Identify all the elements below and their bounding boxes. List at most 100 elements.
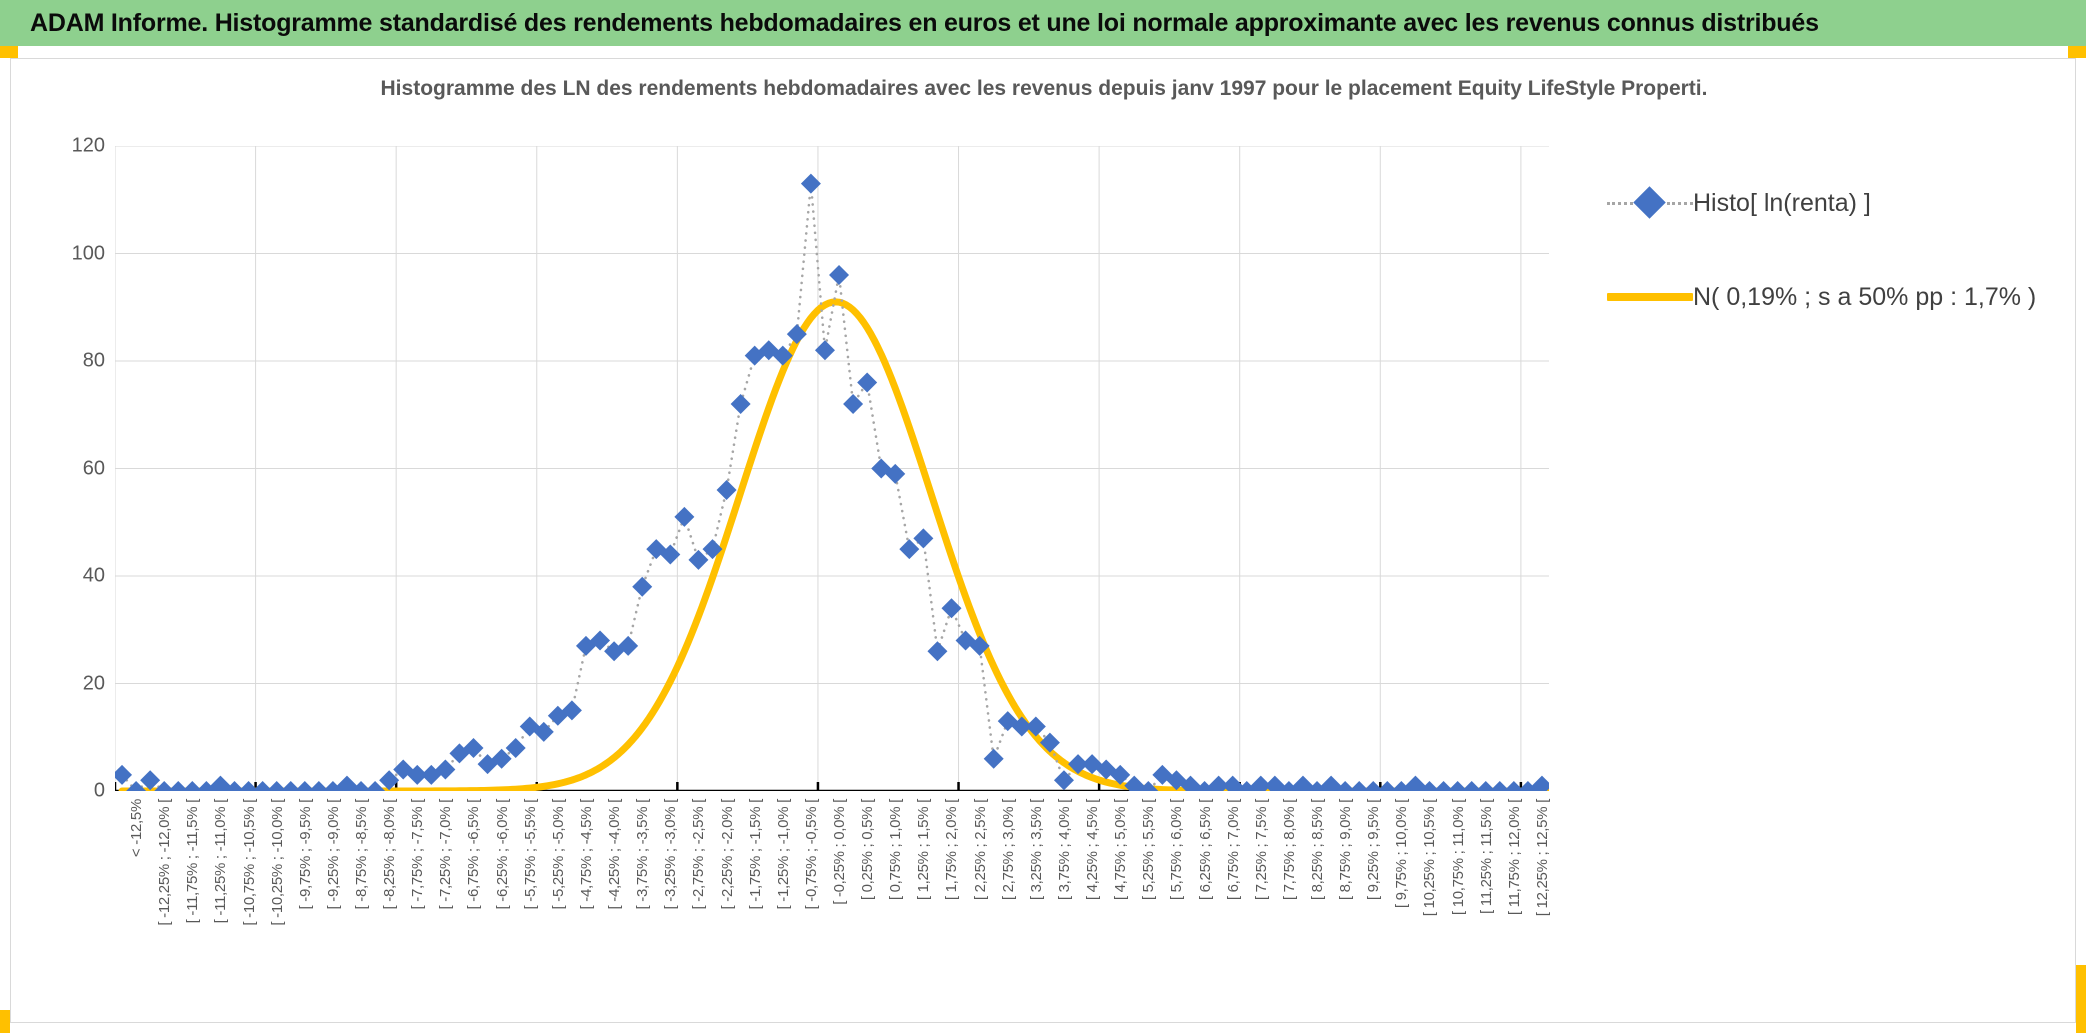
- data-point-marker[interactable]: [1138, 781, 1159, 791]
- data-point-marker[interactable]: [115, 764, 133, 785]
- data-point-marker[interactable]: [857, 372, 878, 393]
- data-point-marker[interactable]: [688, 549, 709, 570]
- x-axis-tick-label: [ 0,25% ; 0,5% [: [859, 799, 877, 901]
- data-point-marker[interactable]: [154, 781, 175, 791]
- accent-bar-right: [2068, 46, 2086, 58]
- data-point-marker[interactable]: [182, 781, 203, 791]
- data-point-marker[interactable]: [280, 781, 301, 791]
- data-point-marker[interactable]: [786, 324, 807, 345]
- data-point-marker[interactable]: [590, 630, 611, 651]
- data-point-marker[interactable]: [266, 781, 287, 791]
- data-point-marker[interactable]: [1489, 781, 1510, 791]
- y-axis-tick: 40: [82, 564, 105, 587]
- data-point-marker[interactable]: [1278, 781, 1299, 791]
- data-point-marker[interactable]: [604, 641, 625, 662]
- data-point-marker[interactable]: [238, 781, 259, 791]
- y-axis-tick: 80: [82, 349, 105, 372]
- x-axis-tick-label: [ -6,75% ; -6,5% [: [465, 799, 483, 910]
- data-point-marker[interactable]: [885, 463, 906, 484]
- data-point-marker[interactable]: [660, 544, 681, 565]
- data-point-marker[interactable]: [1264, 775, 1285, 791]
- data-point-marker[interactable]: [1349, 781, 1370, 791]
- data-point-marker[interactable]: [1222, 775, 1243, 791]
- data-point-marker[interactable]: [561, 700, 582, 721]
- data-point-marker[interactable]: [435, 759, 456, 780]
- data-point-marker[interactable]: [983, 748, 1004, 769]
- data-point-marker[interactable]: [1068, 754, 1089, 775]
- data-point-marker[interactable]: [1517, 781, 1538, 791]
- data-point-marker[interactable]: [1250, 775, 1271, 791]
- data-point-marker[interactable]: [1039, 732, 1060, 753]
- data-point-marker[interactable]: [407, 764, 428, 785]
- x-axis-tick-label: [ 3,75% ; 4,0% [: [1055, 799, 1073, 901]
- data-point-marker[interactable]: [252, 781, 273, 791]
- data-point-marker[interactable]: [379, 770, 400, 791]
- data-point-marker[interactable]: [1124, 775, 1145, 791]
- data-point-marker[interactable]: [505, 738, 526, 758]
- data-point-marker[interactable]: [210, 775, 231, 791]
- data-point-marker[interactable]: [1208, 775, 1229, 791]
- data-point-marker[interactable]: [294, 781, 315, 791]
- data-point-marker[interactable]: [1236, 781, 1257, 791]
- data-point-marker[interactable]: [800, 173, 821, 194]
- data-point-marker[interactable]: [491, 748, 512, 769]
- x-axis-tick-label: [ -6,25% ; -6,0% [: [493, 799, 511, 910]
- data-point-marker[interactable]: [716, 480, 737, 500]
- data-point-marker[interactable]: [224, 781, 245, 791]
- data-point-marker[interactable]: [1447, 781, 1468, 791]
- data-point-marker[interactable]: [1461, 781, 1482, 791]
- data-point-marker[interactable]: [1363, 781, 1384, 791]
- y-axis-tick: 120: [71, 134, 105, 157]
- data-point-marker[interactable]: [927, 641, 948, 662]
- data-point-marker[interactable]: [899, 539, 920, 560]
- y-axis-tick: 20: [82, 672, 105, 694]
- data-point-marker[interactable]: [463, 738, 484, 758]
- accent-bar-left: [0, 46, 18, 58]
- data-point-marker[interactable]: [1307, 781, 1328, 791]
- data-point-marker[interactable]: [843, 394, 864, 414]
- data-point-marker[interactable]: [140, 770, 161, 791]
- data-point-marker[interactable]: [1053, 770, 1074, 791]
- dotted-line-icon: [1667, 202, 1693, 205]
- data-point-marker[interactable]: [1292, 775, 1313, 791]
- x-axis-tick-label: [ 1,25% ; 1,5% [: [915, 799, 933, 901]
- data-point-marker[interactable]: [1475, 781, 1496, 791]
- data-point-marker[interactable]: [632, 576, 653, 597]
- data-point-marker[interactable]: [730, 394, 751, 414]
- legend-item-normal[interactable]: N( 0,19% ; s a 50% pp : 1,7% ): [1607, 271, 2067, 323]
- data-point-marker[interactable]: [702, 539, 723, 560]
- data-point-marker[interactable]: [1110, 764, 1131, 785]
- data-point-marker[interactable]: [1011, 716, 1032, 737]
- data-point-marker[interactable]: [308, 781, 329, 791]
- data-point-marker[interactable]: [1335, 781, 1356, 791]
- data-point-marker[interactable]: [674, 506, 695, 527]
- data-point-marker[interactable]: [196, 781, 217, 791]
- data-point-marker[interactable]: [1377, 781, 1398, 791]
- data-point-marker[interactable]: [322, 781, 343, 791]
- data-point-marker[interactable]: [941, 598, 962, 619]
- data-point-marker[interactable]: [336, 775, 357, 791]
- data-point-marker[interactable]: [814, 340, 835, 361]
- data-point-marker[interactable]: [1194, 781, 1215, 791]
- data-point-marker[interactable]: [618, 635, 639, 656]
- legend-key-histogram: [1607, 186, 1693, 219]
- data-point-marker[interactable]: [1405, 775, 1426, 791]
- data-point-marker[interactable]: [1419, 781, 1440, 791]
- data-point-marker[interactable]: [969, 635, 990, 656]
- data-point-marker[interactable]: [829, 265, 850, 285]
- data-point-marker[interactable]: [533, 721, 554, 742]
- data-point-marker[interactable]: [772, 345, 793, 366]
- data-point-marker[interactable]: [1531, 775, 1549, 791]
- data-point-marker[interactable]: [126, 781, 147, 791]
- data-point-marker[interactable]: [1503, 781, 1524, 791]
- data-point-marker[interactable]: [168, 781, 189, 791]
- data-point-marker[interactable]: [1391, 781, 1412, 791]
- data-point-marker[interactable]: [365, 781, 386, 791]
- data-point-marker[interactable]: [913, 528, 934, 549]
- data-point-marker[interactable]: [1433, 781, 1454, 791]
- data-point-marker[interactable]: [1025, 716, 1046, 737]
- legend-item-histogram[interactable]: Histo[ ln(renta) ]: [1607, 177, 2067, 229]
- data-point-marker[interactable]: [351, 781, 372, 791]
- data-point-marker[interactable]: [1180, 775, 1201, 791]
- data-point-marker[interactable]: [1321, 775, 1342, 791]
